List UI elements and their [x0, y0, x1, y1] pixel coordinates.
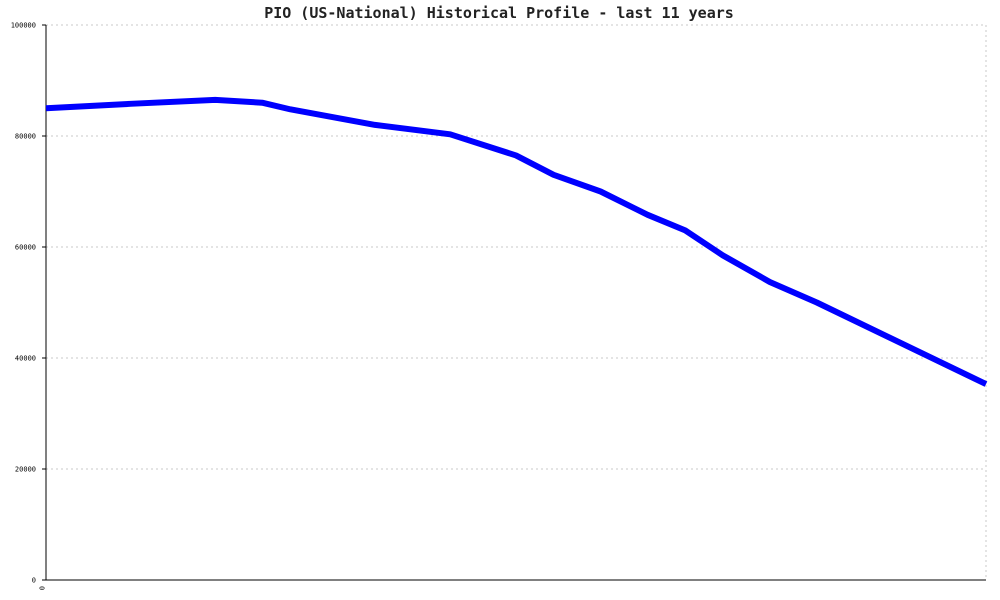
- series-line-0: [45, 96, 988, 387]
- y-tick-label-2: 40000: [15, 355, 36, 363]
- grid-lines: [46, 24, 987, 580]
- chart-title: PIO (US-National) Historical Profile - l…: [264, 4, 734, 22]
- x-tick-label-0: 0: [39, 586, 47, 590]
- y-tick-label-3: 60000: [15, 244, 36, 252]
- axes: [45, 25, 986, 581]
- y-tick-label-4: 80000: [15, 133, 36, 141]
- x-axis-ticks: 0: [39, 586, 47, 590]
- y-tick-label-1: 20000: [15, 466, 36, 474]
- series-layer: [45, 96, 988, 387]
- y-tick-label-0: 0: [32, 577, 36, 585]
- y-tick-label-5: 100000: [11, 22, 36, 30]
- y-axis-ticks: 0 20000 40000 60000 80000 100000: [11, 22, 46, 585]
